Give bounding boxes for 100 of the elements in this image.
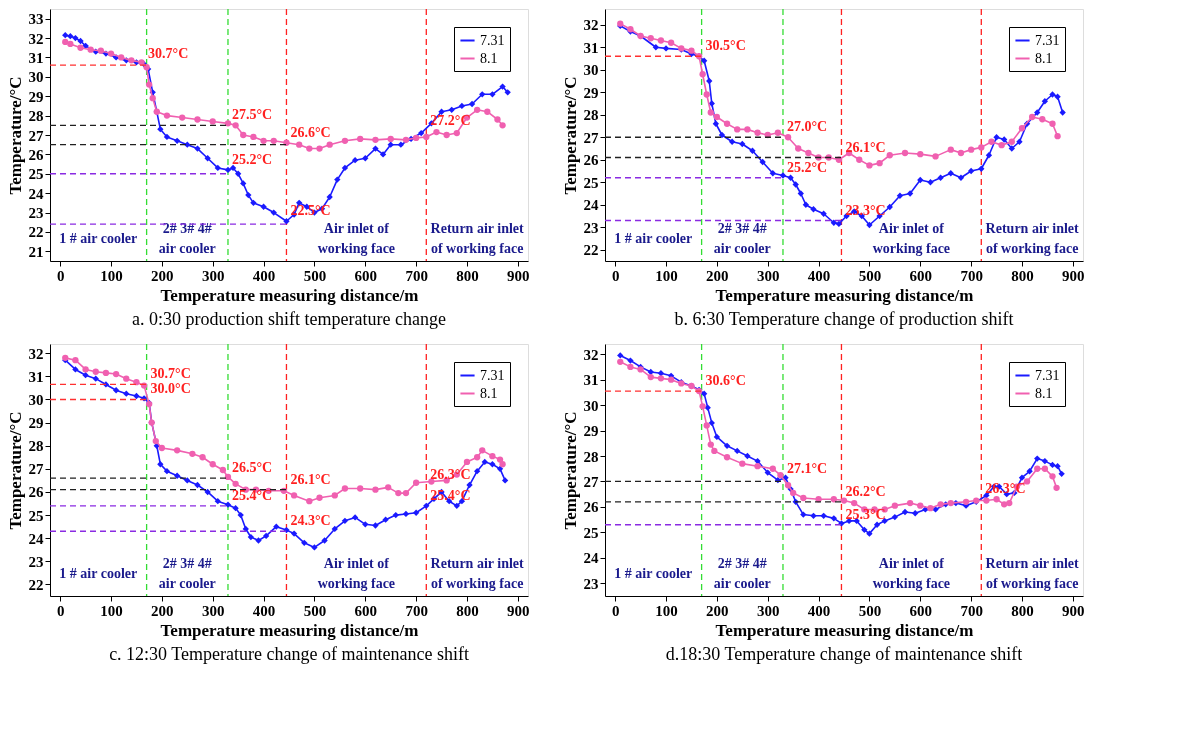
point: [1001, 501, 1008, 508]
ref-line-label: Air inlet of working face: [317, 556, 396, 591]
annotation: 26.5°C: [231, 460, 273, 476]
annotation: 25.3°C: [845, 506, 886, 522]
text: d.18:30 Temperature change of maintenance shift: [665, 644, 1023, 664]
point: [438, 108, 445, 115]
point: [362, 155, 369, 162]
point: [123, 375, 130, 382]
point: [962, 498, 970, 505]
point: [362, 521, 369, 528]
point: [764, 469, 771, 476]
legend-label: 8.1: [480, 50, 498, 66]
x-tick-label: 200: [151, 267, 174, 284]
point: [838, 520, 845, 527]
point: [489, 452, 496, 460]
point: [927, 179, 934, 186]
x-tick-label: 400: [252, 602, 276, 619]
y-tick-label: 25: [583, 524, 599, 541]
point: [133, 392, 140, 400]
point: [1018, 125, 1026, 132]
point: [453, 502, 460, 509]
point: [163, 133, 171, 141]
point: [128, 57, 135, 64]
point: [937, 501, 944, 508]
point: [260, 203, 267, 210]
point: [245, 191, 252, 199]
point: [326, 193, 333, 201]
y-tick-label: 22: [28, 576, 44, 593]
point: [713, 113, 721, 121]
x-axis-title: Temperature measuring distance/m: [160, 620, 419, 640]
point: [290, 530, 298, 537]
point: [774, 129, 782, 136]
point: [232, 122, 239, 129]
point: [985, 152, 993, 159]
point: [795, 145, 802, 152]
point: [163, 112, 171, 119]
point: [402, 510, 410, 518]
point: [1018, 474, 1026, 481]
point: [1034, 109, 1041, 116]
point: [463, 458, 471, 466]
y-tick-label: 32: [28, 345, 44, 362]
point: [754, 463, 761, 470]
point: [617, 352, 624, 359]
y-tick-label: 28: [28, 438, 44, 455]
y-tick-label: 26: [583, 152, 599, 169]
point: [764, 131, 771, 139]
x-tick-label: 700: [405, 267, 428, 284]
point: [481, 458, 488, 466]
point: [657, 37, 665, 44]
ref-line-label: Return air inlet of working face: [430, 221, 525, 256]
point: [382, 516, 389, 523]
y-tick-label: 25: [28, 166, 44, 183]
y-axis-title: Temperature/°C: [5, 76, 25, 195]
text: b. 6:30 Temperature change of production shift: [674, 309, 1014, 329]
point: [873, 521, 881, 528]
point: [250, 133, 257, 141]
point: [866, 162, 873, 169]
point: [351, 514, 359, 521]
point: [224, 120, 232, 127]
point: [270, 209, 277, 216]
point: [412, 479, 420, 486]
point: [123, 390, 130, 397]
annotation: 1 # air cooler: [59, 566, 138, 581]
x-tick-label: 500: [858, 267, 882, 284]
point: [800, 511, 807, 518]
point: [1058, 470, 1065, 477]
y-tick-label: 24: [583, 197, 599, 214]
point: [830, 496, 837, 503]
x-tick-label: 900: [1062, 602, 1085, 619]
point: [331, 525, 338, 533]
point: [688, 47, 695, 54]
point: [296, 141, 303, 148]
point: [392, 511, 399, 519]
x-tick-label: 600: [909, 602, 933, 619]
point: [723, 120, 731, 127]
point: [209, 461, 216, 468]
point: [792, 181, 799, 188]
point: [917, 150, 924, 158]
point: [917, 502, 924, 509]
point: [262, 532, 270, 540]
point: [769, 170, 776, 177]
x-axis-title: Temperature measuring distance/m: [715, 620, 974, 640]
point: [1034, 465, 1041, 472]
x-tick-label: 900: [507, 602, 530, 619]
point: [189, 450, 196, 457]
point: [82, 366, 89, 373]
point: [412, 509, 420, 516]
ref-line-label: Return air inlet of working face: [985, 556, 1080, 591]
y-tick-label: 24: [28, 530, 44, 547]
point: [152, 437, 159, 445]
point: [749, 147, 756, 154]
point: [173, 447, 181, 454]
point: [617, 358, 624, 365]
x-tick-label: 200: [706, 267, 729, 284]
x-tick-label: 600: [354, 602, 378, 619]
annotation: 30.5°C: [705, 38, 746, 54]
point: [357, 485, 364, 492]
annotation: 27.1°C: [786, 460, 828, 476]
point: [820, 512, 827, 519]
point: [321, 537, 328, 544]
